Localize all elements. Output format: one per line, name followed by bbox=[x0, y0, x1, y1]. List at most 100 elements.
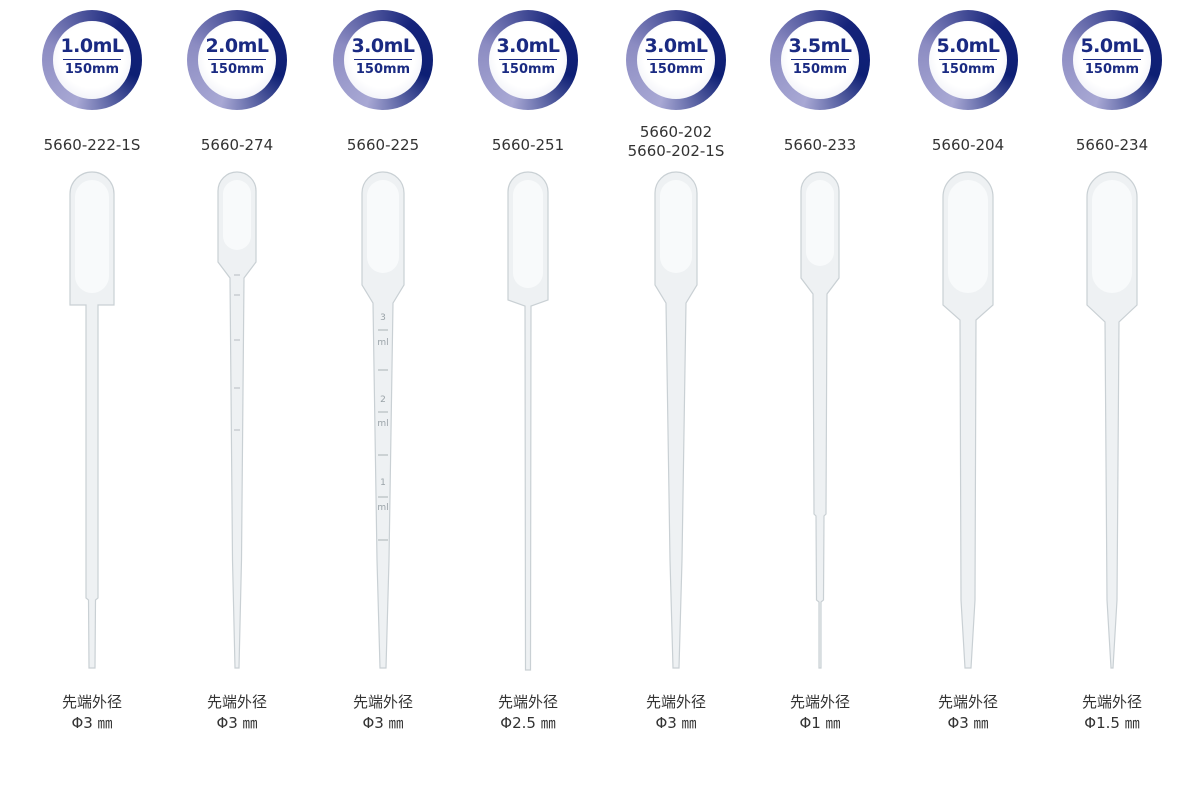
bulb-highlight bbox=[513, 180, 543, 288]
product-code: 5660-204 bbox=[893, 136, 1043, 155]
badge-face: 1.0mL 150mm bbox=[53, 21, 131, 99]
length-label: 150mm bbox=[940, 62, 996, 77]
length-label: 150mm bbox=[792, 62, 848, 77]
length-label: 150mm bbox=[209, 62, 265, 77]
product-code: 5660-274 bbox=[162, 136, 312, 155]
tip-label: 先端外径 bbox=[789, 693, 850, 711]
pipette-body bbox=[654, 171, 698, 669]
product-code-line: 5660-225 bbox=[346, 136, 420, 154]
product-code: 5660-251 bbox=[453, 136, 603, 155]
bulb-highlight bbox=[806, 180, 834, 266]
product-column: 1.0mL 150mm 5660-222-1S 先端外径 Φ3 ㎜ bbox=[17, 0, 167, 800]
capacity-badge: 5.0mL 150mm bbox=[918, 10, 1018, 110]
graduation-mark: ml bbox=[377, 419, 388, 429]
badge-divider bbox=[208, 59, 266, 60]
bulb-highlight bbox=[660, 180, 692, 273]
product-column: 5.0mL 150mm 5660-234 先端外径 Φ1.5 ㎜ bbox=[1037, 0, 1187, 800]
tip-diameter: Φ3 ㎜ bbox=[216, 714, 258, 732]
tip-info: 先端外径 Φ3 ㎜ bbox=[308, 692, 458, 734]
length-label: 150mm bbox=[1084, 62, 1140, 77]
pipette-body bbox=[800, 171, 840, 669]
bulb-highlight bbox=[223, 180, 251, 250]
product-column: 3.0mL 150mm 5660-251 先端外径 Φ2.5 ㎜ bbox=[453, 0, 603, 800]
volume-label: 3.0mL bbox=[351, 35, 415, 57]
tip-diameter: Φ3 ㎜ bbox=[655, 714, 697, 732]
pipette-image bbox=[1086, 171, 1138, 669]
product-column: 3.0mL 150mm 5660-225 先端外径 Φ3 ㎜ 3 ml 2 ml 1 ml bbox=[308, 0, 458, 800]
bulb-highlight bbox=[948, 180, 988, 293]
badge-divider bbox=[791, 59, 849, 60]
badge-face: 2.0mL 150mm bbox=[198, 21, 276, 99]
product-code: 5660-234 bbox=[1037, 136, 1187, 155]
badge-face: 3.5mL 150mm bbox=[781, 21, 859, 99]
length-label: 150mm bbox=[64, 62, 120, 77]
tip-label: 先端外径 bbox=[61, 693, 122, 711]
length-label: 150mm bbox=[355, 62, 411, 77]
pipette-body bbox=[942, 171, 994, 669]
volume-label: 5.0mL bbox=[1080, 35, 1144, 57]
graduation-mark: 2 bbox=[380, 395, 386, 405]
capacity-badge: 2.0mL 150mm bbox=[187, 10, 287, 110]
product-column: 3.5mL 150mm 5660-233 先端外径 Φ1 ㎜ bbox=[745, 0, 895, 800]
badge-face: 3.0mL 150mm bbox=[489, 21, 567, 99]
tip-info: 先端外径 Φ3 ㎜ bbox=[601, 692, 751, 734]
capacity-badge: 1.0mL 150mm bbox=[42, 10, 142, 110]
pipette-image bbox=[800, 171, 840, 669]
pipette-image bbox=[942, 171, 994, 669]
bulb-highlight bbox=[367, 180, 399, 273]
pipette-body bbox=[1086, 171, 1138, 669]
badge-face: 5.0mL 150mm bbox=[929, 21, 1007, 99]
badge-face: 3.0mL 150mm bbox=[344, 21, 422, 99]
bulb-highlight bbox=[75, 180, 109, 293]
volume-label: 3.5mL bbox=[788, 35, 852, 57]
badge-divider bbox=[1083, 59, 1141, 60]
badge-divider bbox=[499, 59, 557, 60]
capacity-badge: 5.0mL 150mm bbox=[1062, 10, 1162, 110]
product-code: 5660-222-1S bbox=[17, 136, 167, 155]
product-column: 5.0mL 150mm 5660-204 先端外径 Φ3 ㎜ bbox=[893, 0, 1043, 800]
product-code-line: 5660-202 bbox=[639, 123, 713, 141]
tip-diameter: Φ2.5 ㎜ bbox=[500, 714, 556, 732]
badge-divider bbox=[939, 59, 997, 60]
capacity-badge: 3.5mL 150mm bbox=[770, 10, 870, 110]
graduation-mark: 3 bbox=[380, 313, 386, 323]
graduation-mark: ml bbox=[377, 503, 388, 513]
length-label: 150mm bbox=[648, 62, 704, 77]
product-column: 3.0mL 150mm 5660-202 5660-202-1S 先端外径 Φ3 … bbox=[601, 0, 751, 800]
length-label: 150mm bbox=[500, 62, 556, 77]
product-code-line: 5660-222-1S bbox=[43, 136, 141, 154]
tip-diameter: Φ1 ㎜ bbox=[799, 714, 841, 732]
bulb-highlight bbox=[1092, 180, 1132, 293]
badge-face: 3.0mL 150mm bbox=[637, 21, 715, 99]
tip-info: 先端外径 Φ1.5 ㎜ bbox=[1037, 692, 1187, 734]
product-code: 5660-202 5660-202-1S bbox=[601, 123, 751, 161]
tip-diameter: Φ3 ㎜ bbox=[362, 714, 404, 732]
product-code-line: 5660-274 bbox=[200, 136, 274, 154]
volume-label: 3.0mL bbox=[644, 35, 708, 57]
tip-info: 先端外径 Φ2.5 ㎜ bbox=[453, 692, 603, 734]
pipette-body bbox=[507, 171, 549, 671]
product-code-line: 5660-233 bbox=[783, 136, 857, 154]
tip-diameter: Φ1.5 ㎜ bbox=[1084, 714, 1140, 732]
pipette-image bbox=[69, 171, 115, 669]
graduation-mark: 1 bbox=[380, 478, 386, 488]
volume-label: 5.0mL bbox=[936, 35, 1000, 57]
capacity-badge: 3.0mL 150mm bbox=[333, 10, 433, 110]
tip-info: 先端外径 Φ3 ㎜ bbox=[893, 692, 1043, 734]
volume-label: 1.0mL bbox=[60, 35, 124, 57]
tip-info: 先端外径 Φ3 ㎜ bbox=[17, 692, 167, 734]
tip-label: 先端外径 bbox=[497, 693, 558, 711]
capacity-badge: 3.0mL 150mm bbox=[626, 10, 726, 110]
pipette-image bbox=[507, 171, 549, 671]
tip-info: 先端外径 Φ1 ㎜ bbox=[745, 692, 895, 734]
capacity-badge: 3.0mL 150mm bbox=[478, 10, 578, 110]
product-code: 5660-233 bbox=[745, 136, 895, 155]
tip-diameter: Φ3 ㎜ bbox=[71, 714, 113, 732]
badge-divider bbox=[354, 59, 412, 60]
product-code-line: 5660-234 bbox=[1075, 136, 1149, 154]
pipette-body bbox=[361, 171, 405, 669]
product-column: 2.0mL 150mm 5660-274 先端外径 Φ3 ㎜ bbox=[162, 0, 312, 800]
tip-diameter: Φ3 ㎜ bbox=[947, 714, 989, 732]
product-code: 5660-225 bbox=[308, 136, 458, 155]
